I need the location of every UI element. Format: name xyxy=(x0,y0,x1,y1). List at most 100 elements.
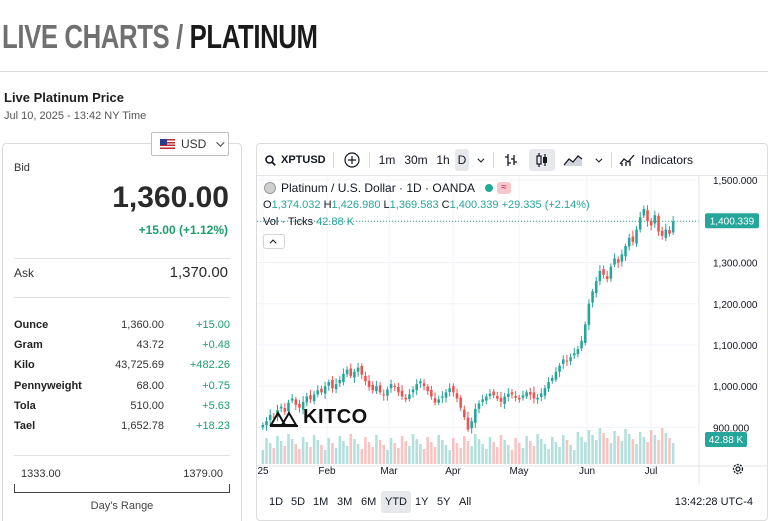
range-5y[interactable]: 5Y xyxy=(437,496,451,508)
last-price-label: 1,400.339 xyxy=(710,217,755,228)
candle-body xyxy=(430,389,433,397)
unit-value: 1,360.00 xyxy=(121,319,164,332)
chart-settings-button[interactable] xyxy=(731,462,745,476)
candle-body xyxy=(477,403,481,409)
volume-bar xyxy=(320,445,323,464)
range-1y[interactable]: 1Y xyxy=(415,496,429,508)
volume-bar xyxy=(620,441,624,464)
currency-select[interactable]: USD xyxy=(151,132,229,156)
volume-bar xyxy=(613,431,616,464)
volume-bar xyxy=(653,435,657,464)
range-6m[interactable]: 6M xyxy=(361,496,377,508)
ask-value: 1,370.00 xyxy=(169,264,228,281)
indicators-button[interactable]: Indicators xyxy=(619,149,699,171)
range-ytd[interactable]: YTD xyxy=(381,491,411,513)
currency-label: USD xyxy=(181,137,207,151)
collapse-legend-button[interactable] xyxy=(263,234,285,249)
volume-bar xyxy=(642,437,646,464)
candle-body xyxy=(664,229,668,238)
interval-dropdown[interactable] xyxy=(471,149,487,171)
volume-bar xyxy=(543,444,547,464)
bar-type-button[interactable] xyxy=(500,149,522,171)
volume-bar xyxy=(301,437,305,464)
days-range-low: 1333.00 xyxy=(21,468,61,480)
candle-body xyxy=(426,386,429,392)
volume-bar xyxy=(496,447,499,464)
candle-body xyxy=(356,367,360,372)
volume-bar xyxy=(536,434,539,464)
volume-bar xyxy=(481,444,484,464)
candle-body xyxy=(671,221,675,233)
candle-body xyxy=(272,416,276,418)
range-3m[interactable]: 3M xyxy=(337,496,353,508)
volume-bar xyxy=(371,447,375,464)
y-tick-label: 1,200.000 xyxy=(713,300,758,311)
candle-body xyxy=(605,276,609,280)
candle-body xyxy=(496,396,499,399)
unit-change: +5.63 xyxy=(202,399,230,412)
range-5d[interactable]: 5D xyxy=(291,496,306,508)
interval-30m[interactable]: 30m xyxy=(404,153,428,167)
kitco-logo: KITCO xyxy=(269,406,368,429)
candle-body xyxy=(393,385,397,388)
volume-bar xyxy=(279,441,283,464)
interval-1h[interactable]: 1h xyxy=(436,153,450,167)
area-type-button[interactable] xyxy=(561,149,585,171)
volume-bar xyxy=(576,432,580,464)
candle-body xyxy=(441,396,444,398)
x-tick-label: Mar xyxy=(380,466,398,477)
volume-bar xyxy=(510,450,514,464)
x-tick-label: Feb xyxy=(318,466,336,477)
chart-type-dropdown[interactable] xyxy=(589,149,605,171)
candle-body xyxy=(616,259,620,263)
volume-bar xyxy=(265,438,268,464)
candle-body xyxy=(638,217,642,230)
candles-icon xyxy=(536,153,547,167)
candle-body xyxy=(550,377,554,381)
volume-bar xyxy=(521,448,525,464)
unit-row-pennyweight: Pennyweight 68.00 +0.75 xyxy=(14,376,230,396)
candle-body xyxy=(305,396,309,403)
symbol-label: XPTUSD xyxy=(281,154,326,166)
volume-bar xyxy=(477,439,481,464)
chart-grid xyxy=(257,176,697,466)
candle-body xyxy=(312,394,316,402)
interval-d[interactable]: D xyxy=(455,149,469,171)
volume-bar xyxy=(591,435,594,464)
volume-bar xyxy=(594,440,598,464)
ohlc-o-label: O xyxy=(263,199,272,211)
volume-bar xyxy=(290,439,294,464)
candle-body xyxy=(499,397,503,402)
range-1d[interactable]: 1D xyxy=(269,496,284,508)
volume-bar xyxy=(294,444,298,464)
unit-name: Pennyweight xyxy=(14,379,82,392)
compare-symbol-button[interactable] xyxy=(341,149,363,171)
price-chart[interactable]: 1,500.0001,400.0001,300.0001,200.0001,10… xyxy=(257,176,768,484)
price-axis: 1,500.0001,400.0001,300.0001,200.0001,10… xyxy=(698,176,759,484)
unit-change: +15.00 xyxy=(196,319,230,332)
candle-body xyxy=(613,258,616,265)
candle-body xyxy=(554,371,558,380)
range-all[interactable]: All xyxy=(459,496,472,508)
candle-body xyxy=(444,392,448,398)
unit-name: Kilo xyxy=(14,359,35,372)
page-title-prefix: LIVE CHARTS / xyxy=(2,18,183,55)
ohlc-l: 1,369.583 xyxy=(389,199,439,211)
candle-body xyxy=(433,398,437,403)
candle-body xyxy=(624,246,627,257)
range-1m[interactable]: 1M xyxy=(313,496,329,508)
x-tick-label: 25 xyxy=(257,466,269,477)
volume-bar xyxy=(312,435,316,464)
volume-bar xyxy=(364,437,367,464)
page-title-metal: PLATINUM xyxy=(189,18,318,55)
candle-body xyxy=(594,281,598,294)
interval-1m[interactable]: 1m xyxy=(378,153,396,167)
candles-type-button[interactable] xyxy=(529,149,555,171)
candle-body xyxy=(448,388,451,392)
area-chart-icon xyxy=(563,155,583,166)
symbol-search-button[interactable]: XPTUSD xyxy=(265,149,327,171)
kitco-wordmark: KITCO xyxy=(303,406,368,428)
candle-body xyxy=(287,402,290,412)
divider xyxy=(14,258,230,259)
bid-change: +15.00 (+1.12%) xyxy=(138,223,228,237)
